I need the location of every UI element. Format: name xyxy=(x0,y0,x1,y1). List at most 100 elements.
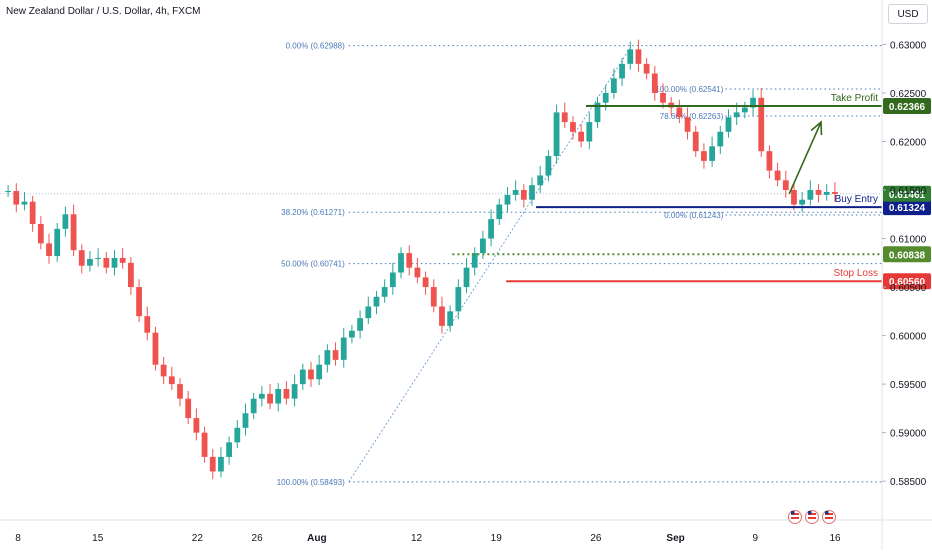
candle-body xyxy=(201,432,208,457)
candle-body xyxy=(349,330,355,338)
level-60838-price-badge xyxy=(883,246,931,263)
candle-body xyxy=(111,257,118,268)
currency-button[interactable]: USD xyxy=(888,4,928,24)
candle-body xyxy=(709,146,716,161)
take-profit-label: Take Profit xyxy=(831,93,878,104)
candle-body xyxy=(299,369,306,385)
candle-body xyxy=(46,243,52,257)
stop-loss-label: Stop Loss xyxy=(834,268,878,279)
candle-body xyxy=(185,398,192,419)
candle-body xyxy=(95,257,102,259)
candle-body xyxy=(160,364,167,377)
candle-body xyxy=(529,185,535,200)
price-tick-label: 0.63000 xyxy=(890,40,927,51)
fib-right-label: 78.60% (0.62263) xyxy=(660,112,724,121)
candle-body xyxy=(651,73,658,93)
candle-body xyxy=(520,190,527,200)
fib-left-label: 38.20% (0.61271) xyxy=(281,208,345,217)
candle-body xyxy=(70,214,77,251)
candle-body xyxy=(610,78,617,93)
us-flag-icon-stripe xyxy=(791,513,799,515)
candle-body xyxy=(340,337,347,360)
stop-loss-price-text: 0.60560 xyxy=(889,277,926,288)
target-arrow-shaft xyxy=(788,121,822,195)
candle-body xyxy=(177,384,183,399)
stop-loss-price-badge xyxy=(883,273,931,290)
candle-body xyxy=(660,92,666,103)
time-tick-label: 9 xyxy=(753,533,759,544)
candle-body xyxy=(87,258,93,266)
candle-body xyxy=(504,194,511,205)
chart-title: New Zealand Dollar / U.S. Dollar, 4h, FX… xyxy=(6,6,201,17)
candle-body xyxy=(570,122,576,132)
us-flag-icon-stripe xyxy=(808,513,816,515)
candle-body xyxy=(619,63,625,79)
time-tick-label: 12 xyxy=(411,533,423,544)
fib-trend-line xyxy=(348,45,633,483)
candle-body xyxy=(218,456,224,472)
candle-body xyxy=(373,296,380,307)
candle-body xyxy=(684,117,691,132)
price-tick-label: 0.62000 xyxy=(890,137,927,148)
candle-body xyxy=(357,318,363,331)
candle-body xyxy=(553,112,560,157)
us-flag-icon xyxy=(822,510,836,524)
candle-body xyxy=(209,456,216,472)
price-tick-label: 0.62500 xyxy=(890,89,927,100)
candle-body xyxy=(832,191,838,194)
time-tick-label: 26 xyxy=(590,533,602,544)
candle-body xyxy=(29,201,36,224)
candle-body xyxy=(741,107,748,113)
us-flag-icon xyxy=(805,510,819,524)
fib-left-label: 0.00% (0.62988) xyxy=(286,42,345,51)
candle-body xyxy=(5,190,11,192)
candle-body xyxy=(406,253,413,268)
fib-right-label: 0.00% (0.61243) xyxy=(664,211,723,220)
time-tick-label: Aug xyxy=(307,533,326,544)
candle-body xyxy=(324,350,331,365)
candle-body xyxy=(447,311,454,326)
candle-body xyxy=(389,272,396,288)
candle-body xyxy=(54,228,61,257)
us-flag-icon-canton xyxy=(825,511,829,515)
candle-body xyxy=(78,250,85,266)
time-tick-label: 19 xyxy=(491,533,503,544)
candle-body xyxy=(414,267,421,278)
candle-body xyxy=(275,388,282,404)
time-tick-label: 26 xyxy=(252,533,264,544)
candle-body xyxy=(258,393,265,399)
buy-entry-label: Buy Entry xyxy=(835,194,878,205)
candle-body xyxy=(701,151,707,161)
candle-body xyxy=(242,413,249,428)
candle-body xyxy=(430,287,437,307)
candle-body xyxy=(103,257,110,268)
candle-body xyxy=(152,332,159,365)
candle-body xyxy=(480,238,486,254)
price-tick-label: 0.59500 xyxy=(890,380,927,391)
candle-body xyxy=(267,393,273,404)
candle-body xyxy=(578,131,585,142)
candle-body xyxy=(758,97,765,152)
us-flag-icon-stripe xyxy=(825,517,833,519)
time-tick-label: 22 xyxy=(192,533,204,544)
candle-body xyxy=(308,369,314,380)
buy-entry-price-badge xyxy=(883,199,931,216)
candle-body xyxy=(676,107,683,118)
candle-body xyxy=(635,49,642,64)
fib-left-label: 100.00% (0.58493) xyxy=(277,478,345,487)
price-tick-label: 0.61500 xyxy=(890,186,927,197)
candle-body xyxy=(463,267,470,288)
time-tick-label: 8 xyxy=(15,533,21,544)
candle-body xyxy=(537,175,544,186)
candle-body xyxy=(602,92,609,103)
time-tick-label: Sep xyxy=(666,533,684,544)
candle-body xyxy=(168,376,175,385)
candle-body xyxy=(594,102,601,123)
candle-body xyxy=(627,49,634,64)
candle-body xyxy=(807,190,814,200)
candle-body xyxy=(791,190,797,205)
candles-layer xyxy=(5,39,838,480)
time-tick-label: 15 xyxy=(92,533,104,544)
candle-body xyxy=(750,97,756,108)
